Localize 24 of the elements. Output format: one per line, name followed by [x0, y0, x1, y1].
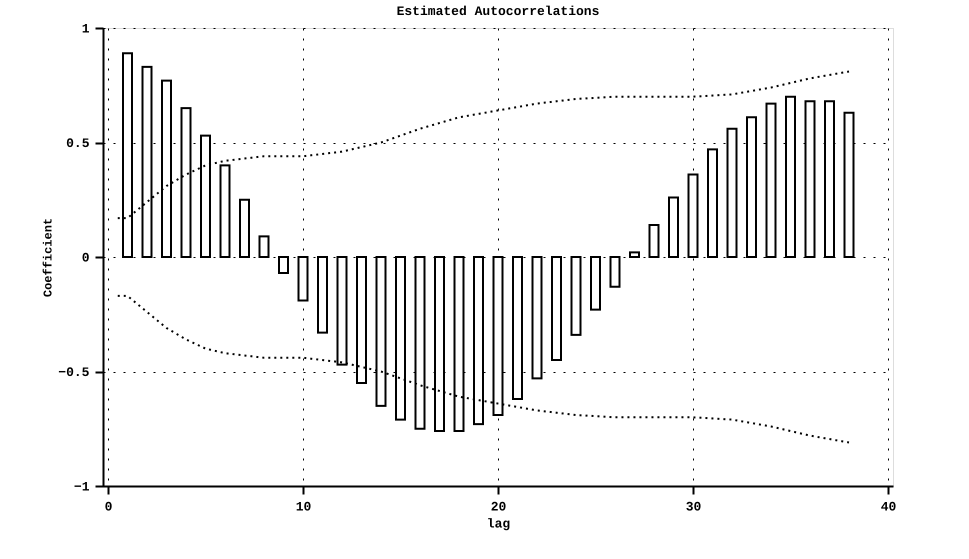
bar — [590, 256, 601, 311]
bar — [239, 198, 250, 258]
bar — [220, 164, 230, 258]
bar — [610, 256, 620, 288]
y-tick-label: 1 — [82, 22, 90, 36]
bar — [648, 224, 660, 258]
x-tick-label: 0 — [104, 500, 113, 514]
x-tick-label: 20 — [490, 500, 506, 514]
x-tick-label: 40 — [880, 500, 896, 514]
chart-title: Estimated Autocorrelations — [396, 4, 600, 19]
bar — [258, 235, 270, 258]
y-tick-label: −0.5 — [58, 365, 90, 380]
bar — [629, 251, 640, 258]
bar — [570, 256, 582, 336]
bar — [298, 256, 308, 302]
y-axis-title: Coefficient — [41, 218, 56, 298]
y-tick-label: −1 — [74, 480, 90, 494]
bar — [668, 196, 679, 258]
bar — [278, 256, 289, 274]
x-tick-label: 10 — [296, 500, 312, 514]
y-tick-label: 0 — [82, 250, 90, 266]
x-axis-title: lag — [486, 516, 510, 532]
x-tick-label: 30 — [686, 500, 702, 514]
y-tick-label: 0.5 — [66, 136, 90, 151]
